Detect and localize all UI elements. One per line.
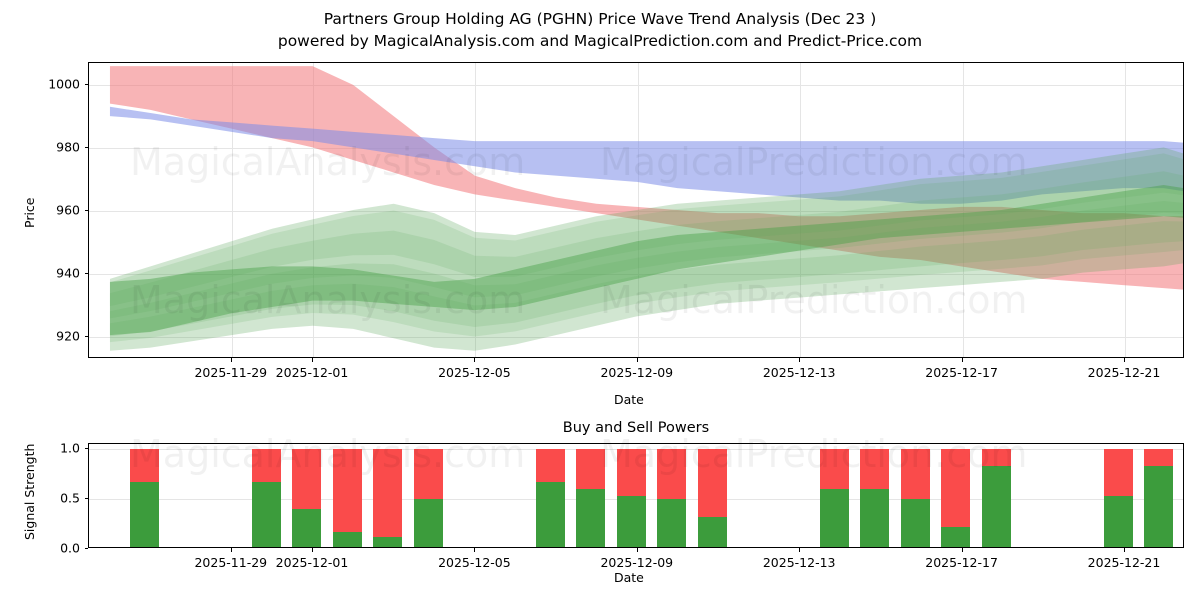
price-xtick-2025-11-29: 2025-11-29 bbox=[194, 365, 268, 380]
title-line-1: Partners Group Holding AG (PGHN) Price W… bbox=[323, 10, 877, 28]
signal-xtick-2025-12-01: 2025-12-01 bbox=[275, 555, 349, 570]
signal-xtick-mark-2025-12-21 bbox=[1124, 548, 1125, 552]
buy-power-bar bbox=[656, 499, 686, 547]
signal-xtick-2025-12-17: 2025-12-17 bbox=[925, 555, 998, 570]
gridline-date-2025-12-01 bbox=[313, 63, 314, 357]
price-xtick-mark-2025-12-13 bbox=[799, 358, 801, 362]
signal-xtick-2025-11-29: 2025-11-29 bbox=[194, 555, 268, 570]
price-xtick-2025-12-01: 2025-12-01 bbox=[275, 365, 349, 380]
gridline-price-940 bbox=[89, 274, 1183, 275]
buy-power-bar bbox=[332, 532, 362, 547]
buy-power-bar bbox=[1103, 496, 1133, 547]
signal-xtick-mark-2025-11-29 bbox=[230, 548, 232, 552]
price-x-axis-title: Date bbox=[614, 392, 644, 407]
signal-ytick-0.0: 0.0 bbox=[60, 540, 80, 556]
signal-xtick-2025-12-05: 2025-12-05 bbox=[438, 555, 511, 570]
band-green-wave-band-inner bbox=[109, 184, 1183, 336]
buy-power-bar bbox=[129, 482, 159, 547]
band-red-upper-band bbox=[109, 66, 1183, 290]
title-line-2: powered by MagicalAnalysis.com and Magic… bbox=[277, 32, 923, 50]
signal-ytick-mark-0.0 bbox=[84, 548, 88, 549]
price-xtick-mark-2025-11-29 bbox=[230, 358, 232, 362]
price-xtick-2025-12-09: 2025-12-09 bbox=[600, 365, 674, 380]
gridline-date-2025-11-29 bbox=[231, 63, 233, 357]
band-green-wave-band-outer bbox=[109, 147, 1183, 351]
price-xtick-mark-2025-12-21 bbox=[1124, 358, 1125, 362]
buy-power-bar bbox=[697, 517, 727, 547]
signal-xtick-2025-12-09: 2025-12-09 bbox=[600, 555, 674, 570]
signal-xtick-2025-12-21: 2025-12-21 bbox=[1087, 555, 1161, 570]
buy-power-bar bbox=[291, 509, 321, 547]
gridline-date-2025-12-13 bbox=[800, 63, 802, 357]
price-xtick-mark-2025-12-05 bbox=[474, 358, 476, 362]
signal-xtick-mark-2025-12-17 bbox=[961, 548, 963, 552]
price-xtick-2025-12-05: 2025-12-05 bbox=[438, 365, 511, 380]
buy-power-bar bbox=[575, 489, 605, 547]
signal-subplot-title: Buy and Sell Powers bbox=[562, 420, 710, 436]
signal-xtick-mark-2025-12-13 bbox=[799, 548, 801, 552]
gridline-date-2025-12-05 bbox=[475, 63, 477, 357]
price-wave-plot-area bbox=[88, 62, 1184, 358]
signal-ytick-1.0: 1.0 bbox=[60, 440, 80, 456]
gridline-price-1000 bbox=[89, 85, 1183, 86]
price-ytick-mark-920 bbox=[84, 336, 88, 337]
sell-power-bar bbox=[372, 449, 402, 547]
band-blue-upper-band bbox=[109, 106, 1183, 204]
gridline-price-920 bbox=[89, 337, 1183, 338]
signal-xtick-2025-12-13: 2025-12-13 bbox=[762, 555, 836, 570]
buy-power-bar bbox=[900, 499, 930, 547]
price-xtick-2025-12-17: 2025-12-17 bbox=[925, 365, 998, 380]
price-ytick-920: 920 bbox=[56, 328, 80, 344]
price-ytick-1000: 1000 bbox=[48, 76, 80, 92]
price-xtick-mark-2025-12-09 bbox=[636, 358, 638, 362]
price-ytick-940: 940 bbox=[56, 265, 80, 281]
signal-xtick-mark-2025-12-05 bbox=[474, 548, 476, 552]
price-ytick-960: 960 bbox=[56, 202, 80, 218]
signal-xtick-mark-2025-12-01 bbox=[312, 548, 313, 552]
signal-ytick-0.5: 0.5 bbox=[60, 490, 80, 506]
buy-power-bar bbox=[819, 489, 849, 547]
gridline-date-2025-12-21 bbox=[1125, 63, 1126, 357]
price-xtick-mark-2025-12-17 bbox=[961, 358, 963, 362]
price-xtick-mark-2025-12-01 bbox=[312, 358, 313, 362]
buy-power-bar bbox=[251, 482, 281, 547]
price-y-axis-title: Price bbox=[22, 197, 37, 229]
price-ytick-mark-1000 bbox=[84, 84, 88, 85]
price-ytick-mark-960 bbox=[84, 210, 88, 211]
buy-power-bar bbox=[1143, 466, 1173, 547]
buy-power-bar bbox=[859, 489, 889, 547]
signal-ytick-mark-1.0 bbox=[84, 448, 88, 449]
sell-power-bar bbox=[332, 449, 362, 547]
signal-xtick-mark-2025-12-09 bbox=[636, 548, 638, 552]
price-ytick-mark-980 bbox=[84, 147, 88, 148]
band-green-sublayer-1 bbox=[109, 171, 1183, 319]
band-green-sublayer-0 bbox=[109, 200, 1183, 337]
price-xtick-2025-12-13: 2025-12-13 bbox=[762, 365, 836, 380]
band-green-sublayer-2 bbox=[109, 221, 1183, 343]
buy-power-bar bbox=[372, 537, 402, 547]
figure-title: Partners Group Holding AG (PGHN) Price W… bbox=[0, 8, 1200, 52]
price-xtick-2025-12-21: 2025-12-21 bbox=[1087, 365, 1161, 380]
signal-y-axis-title: Signal Strength bbox=[22, 443, 37, 540]
price-ytick-980: 980 bbox=[56, 139, 80, 155]
band-green-sublayer-3 bbox=[109, 153, 1183, 307]
buy-power-bar bbox=[535, 482, 565, 547]
signal-x-axis-title: Date bbox=[614, 570, 644, 585]
buy-sell-powers-plot-area bbox=[88, 443, 1184, 548]
signal-ytick-mark-0.5 bbox=[84, 498, 88, 499]
price-wave-bands bbox=[109, 66, 1183, 351]
buy-power-bar bbox=[413, 499, 443, 547]
price-ytick-mark-940 bbox=[84, 273, 88, 274]
buy-power-bar bbox=[940, 527, 970, 547]
buy-power-bar bbox=[616, 496, 646, 547]
buy-power-bar bbox=[981, 466, 1011, 547]
